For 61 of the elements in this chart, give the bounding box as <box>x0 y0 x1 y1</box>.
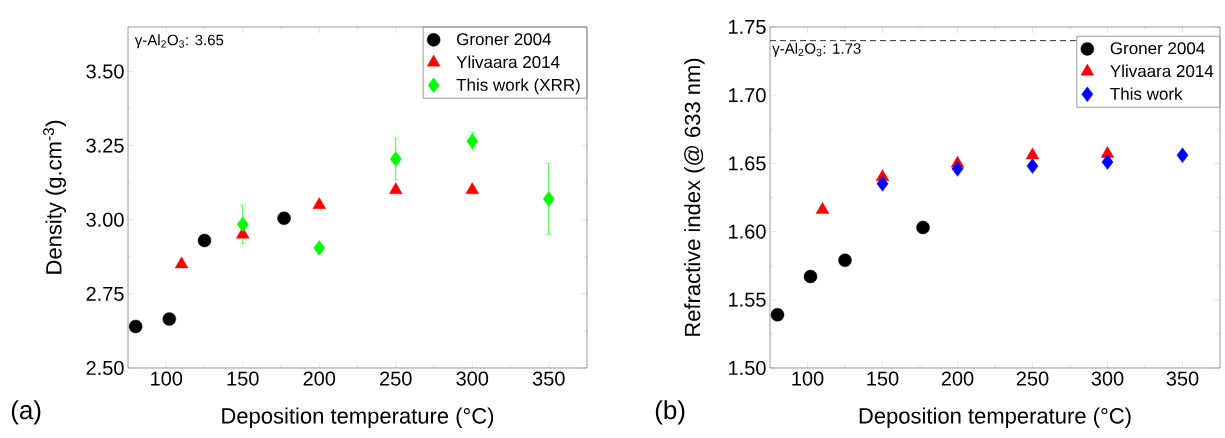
point <box>876 176 889 192</box>
point <box>466 133 479 149</box>
x-tick-label: 100 <box>151 371 183 386</box>
x-tick-label: 150 <box>227 371 259 386</box>
x-tick-label: 300 <box>1091 371 1124 386</box>
y-tick-label: 3.50 <box>86 64 124 79</box>
x-tick-label: 200 <box>303 371 336 386</box>
point <box>128 319 143 334</box>
y-axis-title: Refractive index (@ 633 nm) <box>684 58 705 336</box>
x-tick-label: 150 <box>867 371 899 386</box>
point <box>542 191 555 207</box>
y-tick-label: 1.50 <box>729 360 766 376</box>
legend-label: Groner 2004 <box>1110 42 1205 55</box>
point <box>803 269 818 284</box>
y-tick-label: 3.25 <box>86 138 124 153</box>
point <box>838 253 852 267</box>
ref-line-label: γ-Al$_{2}$O$_{3}$: 1.73 <box>772 42 861 57</box>
text: (b) <box>655 400 685 425</box>
y-tick-label: 1.65 <box>729 156 766 171</box>
legend-label: Groner 2004 <box>457 33 552 46</box>
y-tick-label: 1.60 <box>729 224 766 239</box>
legend-label: Ylivaara 2014 <box>456 55 560 69</box>
x-axis-title: Deposition temperature (°C) <box>222 407 494 429</box>
point <box>815 202 830 214</box>
x-tick-label: 250 <box>380 371 412 386</box>
point <box>174 256 189 269</box>
point <box>951 161 964 177</box>
point <box>1101 154 1114 170</box>
text: (a) <box>11 400 41 425</box>
point <box>465 182 479 195</box>
y-tick-label: 1.75 <box>729 20 766 34</box>
y-axis-title: Density (g.cm$^{-3}$) <box>43 120 66 274</box>
point <box>197 233 212 248</box>
point <box>277 211 291 225</box>
y-tick-label: 2.50 <box>86 360 124 376</box>
y-tick-label: 1.70 <box>729 88 766 103</box>
point <box>162 312 177 326</box>
y-tick-label: 2.75 <box>86 286 124 301</box>
x-tick-label: 200 <box>941 371 974 386</box>
x-tick-label: 350 <box>1166 371 1199 386</box>
legend-label: This work <box>1110 87 1183 100</box>
point <box>1176 147 1189 163</box>
x-tick-label: 250 <box>1016 371 1049 386</box>
point <box>916 220 930 235</box>
x-tick-label: 100 <box>792 371 824 386</box>
y-tick-label: 3.00 <box>86 212 124 227</box>
x-axis-title: Deposition temperature (°C) <box>859 407 1131 429</box>
point <box>1025 147 1040 160</box>
point <box>313 240 326 256</box>
legend-label: Ylivaara 2014 <box>1110 64 1214 78</box>
annotation: γ-Al$_{2}$O$_{3}$: 3.65 <box>134 34 224 49</box>
point <box>770 308 785 322</box>
point <box>312 197 326 209</box>
point <box>1026 158 1039 174</box>
x-tick-label: 350 <box>532 371 565 386</box>
legend-label: This work (XRR) <box>456 78 580 95</box>
x-tick-label: 300 <box>456 371 489 386</box>
point <box>389 151 402 167</box>
point <box>389 182 403 195</box>
y-tick-label: 1.55 <box>729 292 766 307</box>
point <box>236 216 249 232</box>
